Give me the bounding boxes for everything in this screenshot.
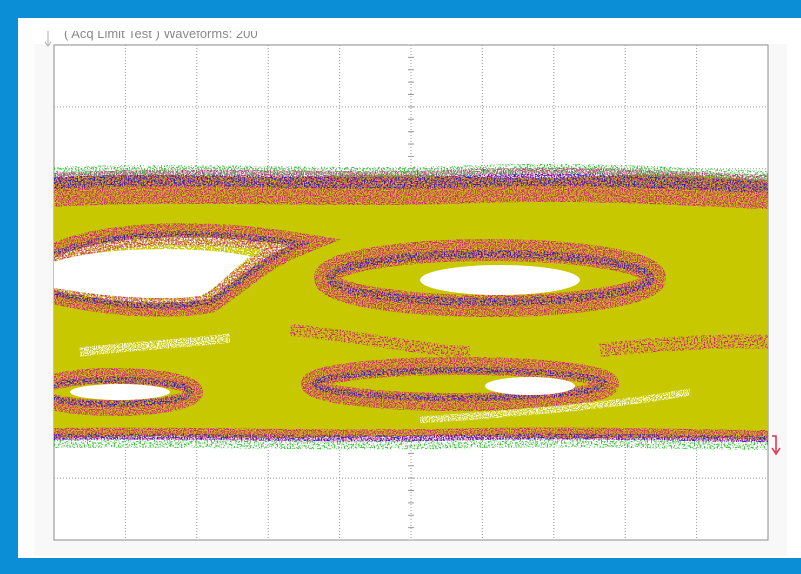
scope-screen: ( Acq Limit Test ) Waveforms: 200	[0, 0, 801, 574]
eye-left-lower	[70, 384, 170, 400]
bottom-rim-green	[54, 443, 768, 446]
bottom-rim-blue	[54, 436, 768, 439]
eye-center-upper	[420, 265, 580, 295]
eye-center-lower	[485, 377, 575, 395]
top-rim-green	[54, 169, 768, 176]
top-rim-blue	[54, 179, 768, 186]
page: ( Acq Limit Test ) Waveforms: 200	[0, 0, 801, 574]
eye-diagram	[35, 169, 768, 446]
